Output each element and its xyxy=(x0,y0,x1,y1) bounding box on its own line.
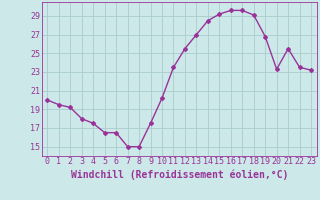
X-axis label: Windchill (Refroidissement éolien,°C): Windchill (Refroidissement éolien,°C) xyxy=(70,169,288,180)
